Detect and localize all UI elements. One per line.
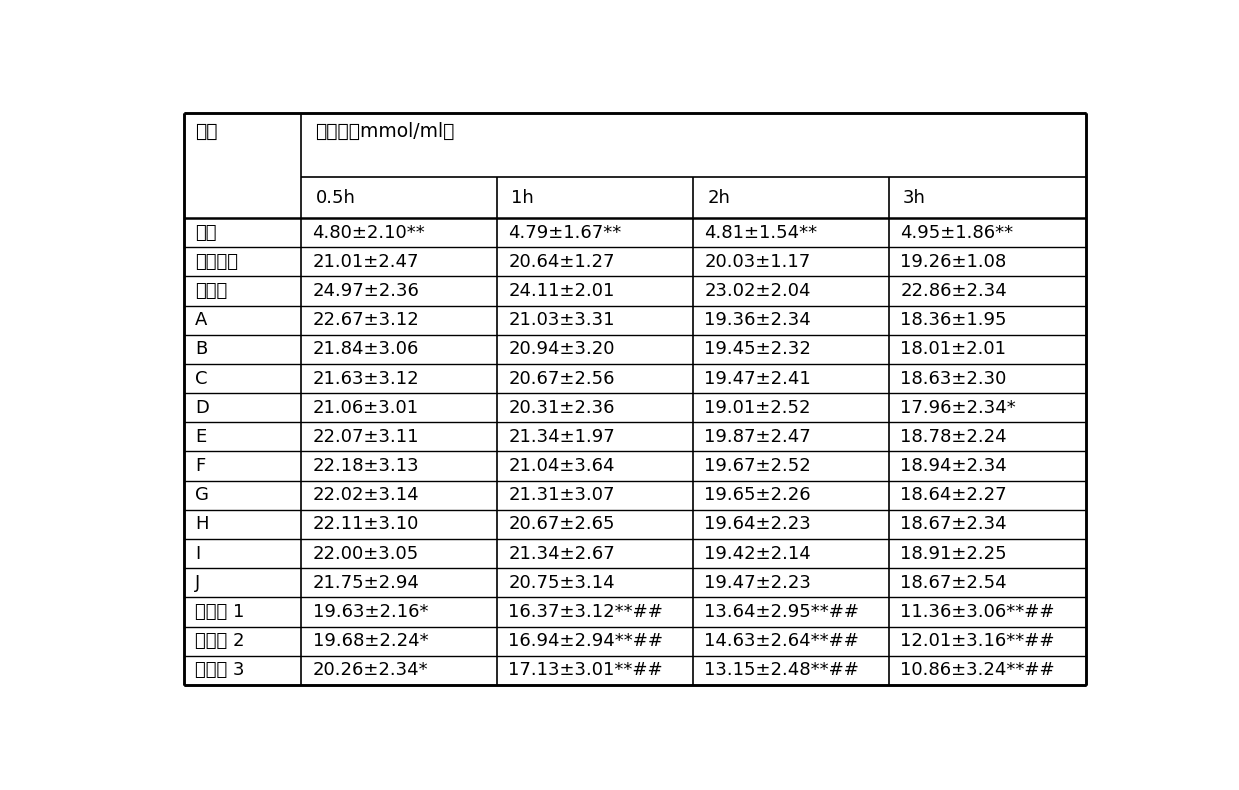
Text: 空白: 空白 — [196, 224, 217, 242]
Text: I: I — [196, 544, 201, 562]
Text: 19.47±2.41: 19.47±2.41 — [704, 370, 812, 388]
Text: 20.26±2.34*: 20.26±2.34* — [312, 661, 429, 679]
Text: 22.18±3.13: 22.18±3.13 — [312, 457, 419, 475]
Text: 13.64±2.95**##: 13.64±2.95**## — [704, 603, 860, 621]
Text: 19.26±1.08: 19.26±1.08 — [901, 253, 1006, 271]
Text: 0.5h: 0.5h — [316, 189, 356, 207]
Text: 24.11±2.01: 24.11±2.01 — [508, 282, 615, 300]
Text: 24.97±2.36: 24.97±2.36 — [312, 282, 420, 300]
Text: E: E — [196, 428, 207, 446]
Text: 4.95±1.86**: 4.95±1.86** — [901, 224, 1014, 242]
Text: 22.67±3.12: 22.67±3.12 — [312, 311, 419, 329]
Text: 1h: 1h — [512, 189, 534, 207]
Text: B: B — [196, 340, 207, 359]
Text: 19.01±2.52: 19.01±2.52 — [704, 399, 810, 416]
Text: 16.37±3.12**##: 16.37±3.12**## — [508, 603, 663, 621]
Text: 19.65±2.26: 19.65±2.26 — [704, 486, 810, 504]
Text: 16.94±2.94**##: 16.94±2.94**## — [508, 632, 663, 650]
Text: 实施例 1: 实施例 1 — [196, 603, 244, 621]
Text: 4.79±1.67**: 4.79±1.67** — [508, 224, 622, 242]
Text: 实施例 3: 实施例 3 — [196, 661, 245, 679]
Text: 20.67±2.65: 20.67±2.65 — [508, 515, 615, 533]
Text: 13.15±2.48**##: 13.15±2.48**## — [704, 661, 859, 679]
Text: 阳性药组: 阳性药组 — [196, 253, 238, 271]
Text: 血糖值（mmol/ml）: 血糖值（mmol/ml） — [316, 122, 455, 141]
Text: 21.34±1.97: 21.34±1.97 — [508, 428, 615, 446]
Text: 21.06±3.01: 21.06±3.01 — [312, 399, 419, 416]
Text: 实施例 2: 实施例 2 — [196, 632, 245, 650]
Text: 19.36±2.34: 19.36±2.34 — [704, 311, 812, 329]
Text: 21.75±2.94: 21.75±2.94 — [312, 574, 420, 592]
Text: 17.13±3.01**##: 17.13±3.01**## — [508, 661, 663, 679]
Text: 19.87±2.47: 19.87±2.47 — [704, 428, 812, 446]
Text: 23.02±2.04: 23.02±2.04 — [704, 282, 810, 300]
Text: 4.81±1.54**: 4.81±1.54** — [704, 224, 818, 242]
Text: 20.94±3.20: 20.94±3.20 — [508, 340, 615, 359]
Text: 22.86±2.34: 22.86±2.34 — [901, 282, 1007, 300]
Text: 17.96±2.34*: 17.96±2.34* — [901, 399, 1016, 416]
Text: 19.47±2.23: 19.47±2.23 — [704, 574, 812, 592]
Text: 20.03±1.17: 20.03±1.17 — [704, 253, 810, 271]
Text: 18.78±2.24: 18.78±2.24 — [901, 428, 1007, 446]
Text: 21.63±3.12: 21.63±3.12 — [312, 370, 419, 388]
Text: 19.63±2.16*: 19.63±2.16* — [312, 603, 427, 621]
Text: H: H — [196, 515, 208, 533]
Text: 21.03±3.31: 21.03±3.31 — [508, 311, 615, 329]
Text: 18.64±2.27: 18.64±2.27 — [901, 486, 1007, 504]
Text: J: J — [196, 574, 201, 592]
Text: 22.07±3.11: 22.07±3.11 — [312, 428, 419, 446]
Text: G: G — [196, 486, 209, 504]
Text: 组别: 组别 — [196, 122, 218, 141]
Text: 20.64±1.27: 20.64±1.27 — [508, 253, 615, 271]
Text: 20.75±3.14: 20.75±3.14 — [508, 574, 615, 592]
Text: 22.00±3.05: 22.00±3.05 — [312, 544, 419, 562]
Text: 21.01±2.47: 21.01±2.47 — [312, 253, 419, 271]
Text: 18.94±2.34: 18.94±2.34 — [901, 457, 1007, 475]
Text: 12.01±3.16**##: 12.01±3.16**## — [901, 632, 1054, 650]
Text: 模型组: 模型组 — [196, 282, 228, 300]
Text: 11.36±3.06**##: 11.36±3.06**## — [901, 603, 1054, 621]
Text: 3h: 3h — [903, 189, 926, 207]
Text: 20.67±2.56: 20.67±2.56 — [508, 370, 615, 388]
Text: 22.02±3.14: 22.02±3.14 — [312, 486, 419, 504]
Text: 18.67±2.34: 18.67±2.34 — [901, 515, 1007, 533]
Text: 14.63±2.64**##: 14.63±2.64**## — [704, 632, 859, 650]
Text: 19.42±2.14: 19.42±2.14 — [704, 544, 812, 562]
Text: 18.01±2.01: 18.01±2.01 — [901, 340, 1006, 359]
Text: F: F — [196, 457, 206, 475]
Text: 18.91±2.25: 18.91±2.25 — [901, 544, 1007, 562]
Text: 19.45±2.32: 19.45±2.32 — [704, 340, 812, 359]
Text: 22.11±3.10: 22.11±3.10 — [312, 515, 419, 533]
Text: C: C — [196, 370, 208, 388]
Text: 21.84±3.06: 21.84±3.06 — [312, 340, 419, 359]
Text: 4.80±2.10**: 4.80±2.10** — [312, 224, 425, 242]
Text: D: D — [196, 399, 209, 416]
Text: 18.67±2.54: 18.67±2.54 — [901, 574, 1007, 592]
Text: 19.68±2.24*: 19.68±2.24* — [312, 632, 429, 650]
Text: 10.86±3.24**##: 10.86±3.24**## — [901, 661, 1054, 679]
Text: 20.31±2.36: 20.31±2.36 — [508, 399, 615, 416]
Text: 18.36±1.95: 18.36±1.95 — [901, 311, 1006, 329]
Text: 18.63±2.30: 18.63±2.30 — [901, 370, 1006, 388]
Text: 19.67±2.52: 19.67±2.52 — [704, 457, 812, 475]
Text: A: A — [196, 311, 208, 329]
Text: 21.31±3.07: 21.31±3.07 — [508, 486, 615, 504]
Text: 19.64±2.23: 19.64±2.23 — [704, 515, 812, 533]
Text: 21.04±3.64: 21.04±3.64 — [508, 457, 615, 475]
Text: 2h: 2h — [707, 189, 730, 207]
Text: 21.34±2.67: 21.34±2.67 — [508, 544, 615, 562]
